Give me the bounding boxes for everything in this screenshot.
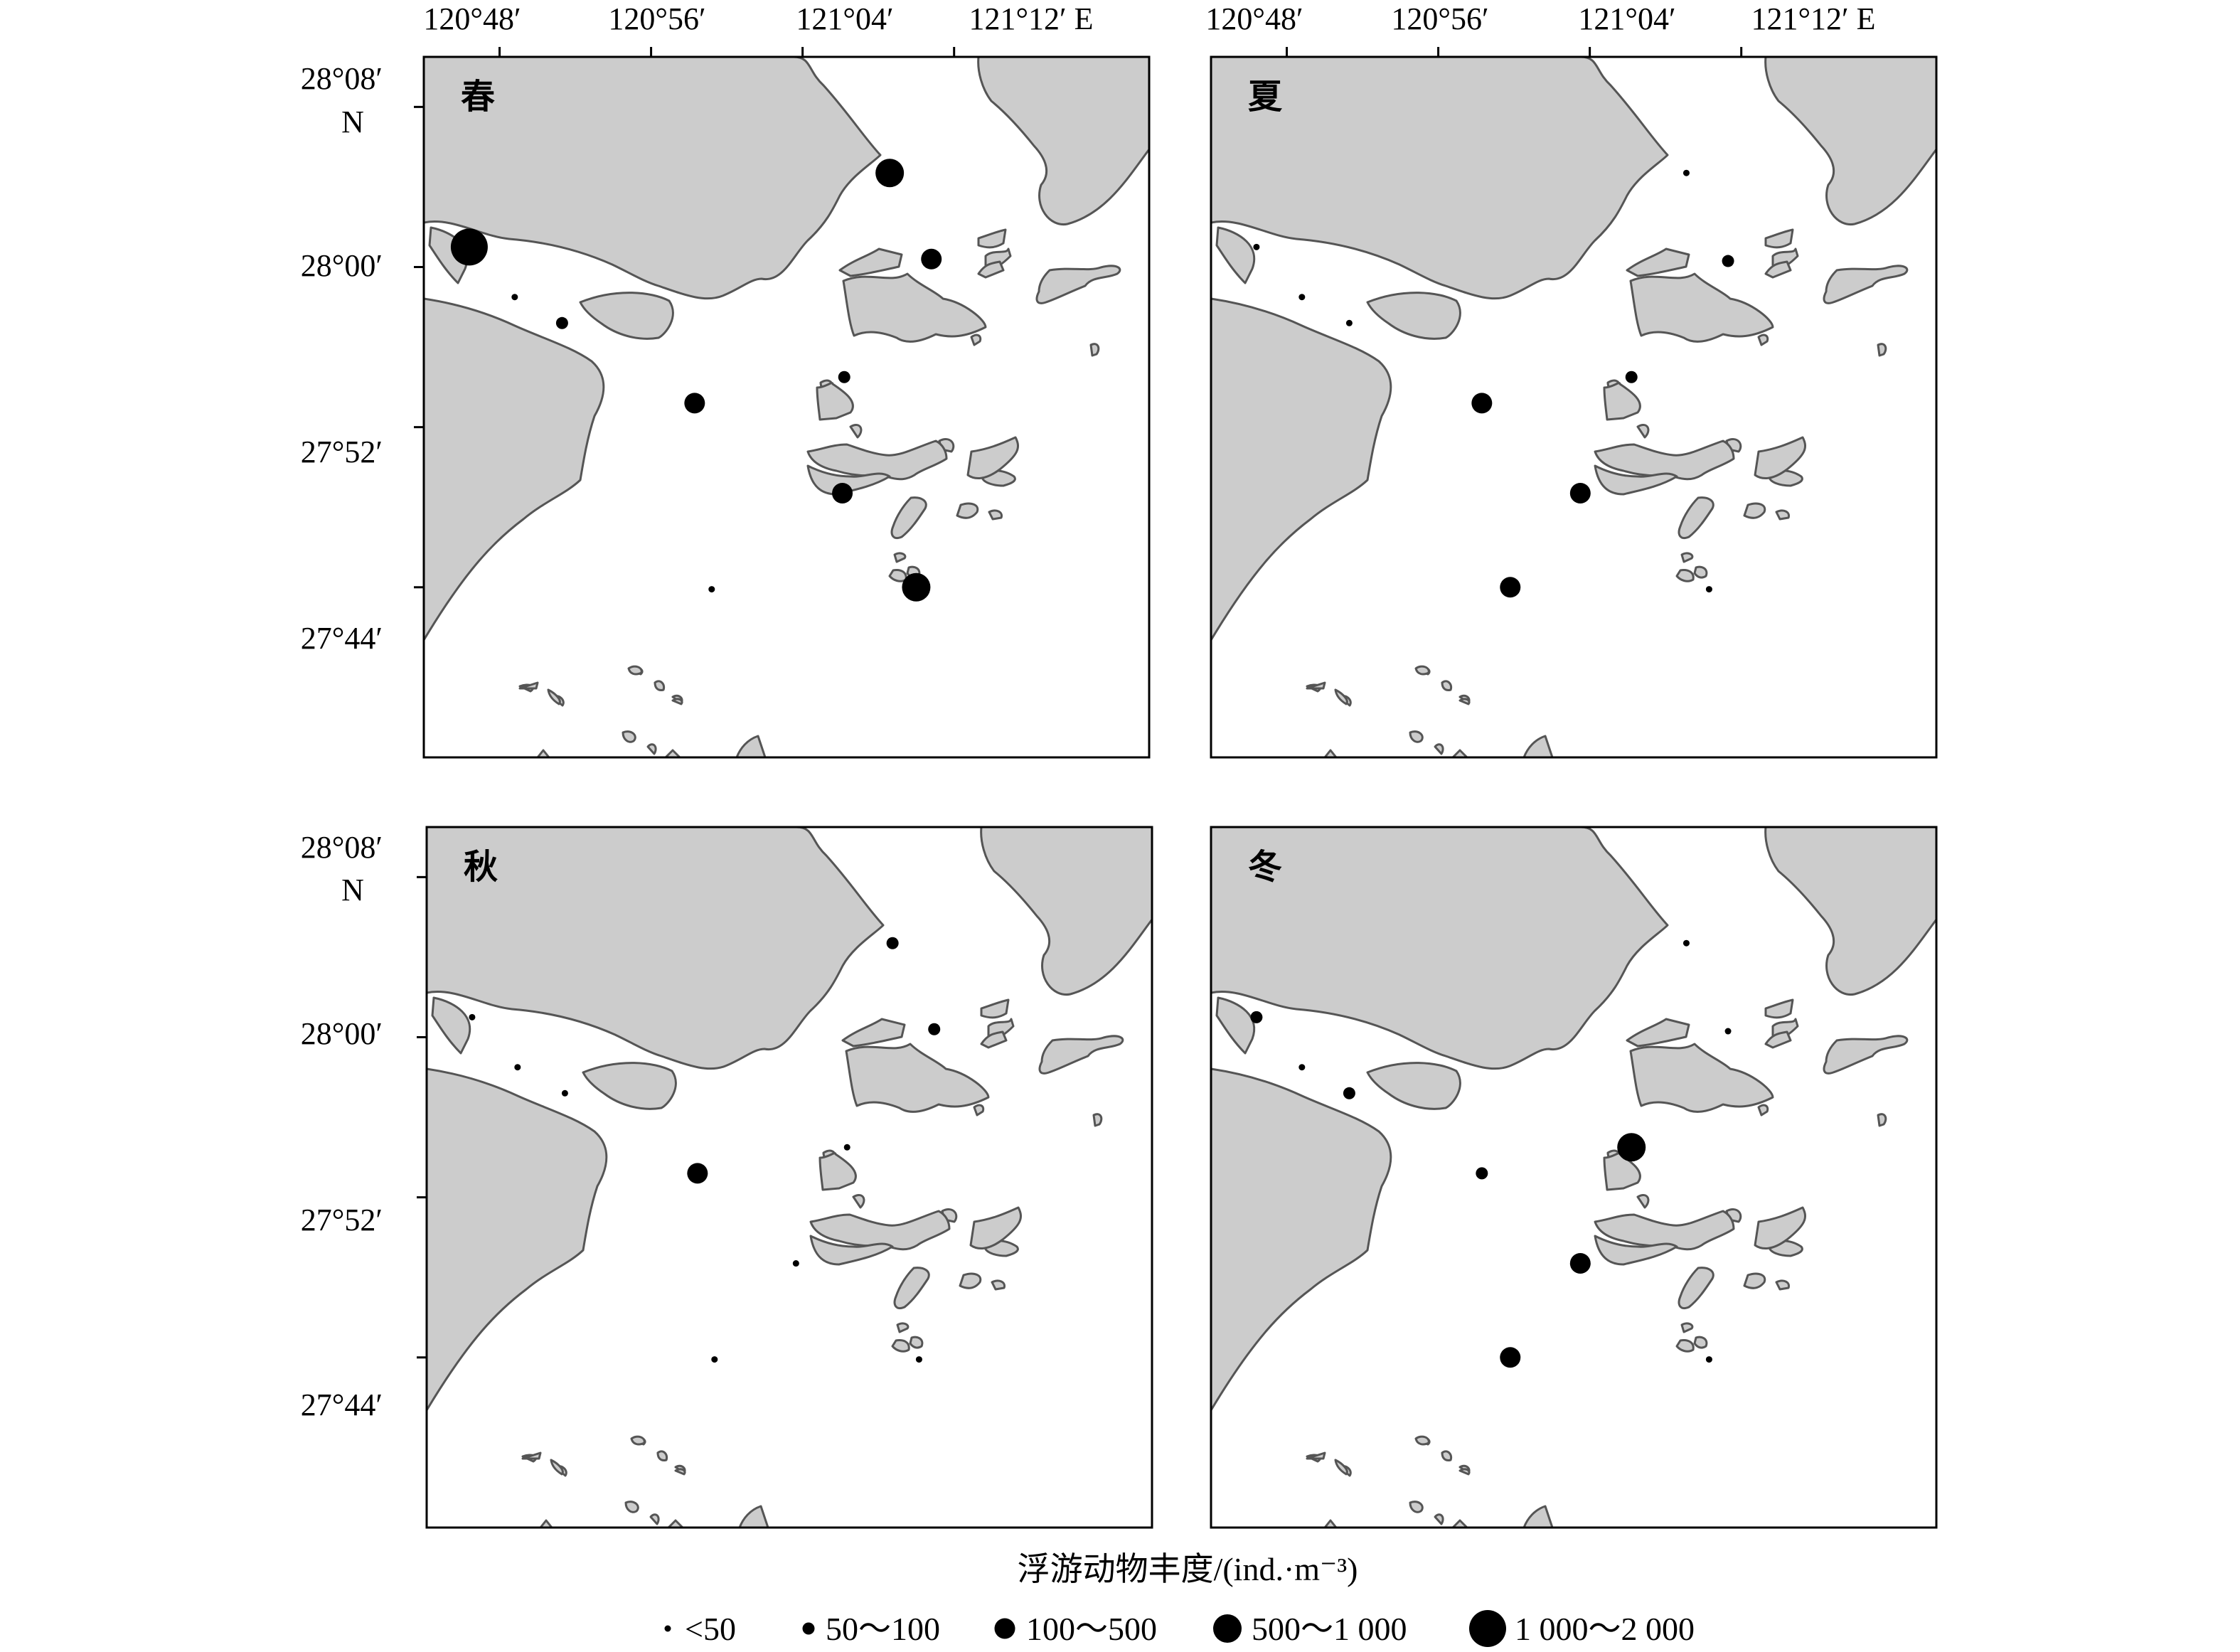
station-marker [511, 294, 518, 301]
abundance-legend: 浮游动物丰度/(ind.·m⁻³) <50 50～100 100～500 500～1 … [664, 1551, 1695, 1647]
station-marker [1569, 483, 1591, 504]
season-panels: 春 夏秋 冬 [414, 47, 1938, 1529]
lat-tick-label: 27°52′ [301, 435, 383, 469]
lon-tick-label: 121°12′ E [1751, 1, 1875, 36]
legend-label: 100～500 [1026, 1611, 1157, 1647]
station-marker [555, 316, 568, 329]
station-marker [1682, 939, 1690, 947]
panel-frame [1210, 826, 1938, 1529]
station-marker [902, 572, 931, 602]
station-marker [1298, 1064, 1306, 1071]
season-label: 秋 [464, 847, 498, 887]
station-marker [708, 586, 715, 593]
legend-item: 500～1 000 [1213, 1611, 1407, 1647]
coastline [1211, 57, 1936, 757]
season-label: 夏 [1248, 77, 1283, 117]
station-marker [886, 937, 899, 949]
season-panel: 夏 [1210, 47, 1938, 759]
lat-tick-label: 28°00′ [301, 1016, 383, 1051]
station-marker [1250, 1011, 1263, 1023]
legend-item: 100～500 [994, 1611, 1157, 1647]
lat-hemisphere-label: N [341, 873, 364, 907]
legend-item: 1 000～2 000 [1469, 1610, 1695, 1647]
legend-label: <50 [685, 1611, 736, 1647]
panel-frame [422, 55, 1151, 759]
latitude-axis: 28°08′ N 28°00′ 27°52′ 27°44′ 28°08′ N 2… [301, 61, 383, 1422]
station-marker [1500, 577, 1521, 598]
station-marker [1569, 1253, 1591, 1274]
station-marker [1253, 243, 1260, 250]
season-panel: 秋 [417, 826, 1153, 1529]
station-marker [1345, 319, 1353, 326]
station-marker [1500, 1347, 1521, 1368]
lon-tick-label: 121°04′ [796, 1, 893, 36]
lon-tick-label: 121°12′ E [969, 1, 1093, 36]
panel-frame [1210, 55, 1938, 759]
station-marker [684, 393, 705, 414]
station-marker [875, 159, 905, 188]
coastline [1211, 827, 1936, 1528]
lat-tick-label: 27°52′ [301, 1203, 383, 1237]
station-marker [915, 1356, 922, 1363]
station-marker [1471, 393, 1493, 414]
station-marker [843, 1144, 850, 1151]
legend-symbol [802, 1622, 815, 1635]
coastline [424, 57, 1149, 757]
lon-tick-label: 120°48′ [423, 1, 521, 36]
coastline [427, 827, 1152, 1528]
station-marker [1724, 1028, 1732, 1035]
lat-tick-label: 28°08′ [301, 830, 383, 865]
legend-item: 50～100 [802, 1611, 940, 1647]
legend-symbol [664, 1625, 671, 1632]
station-marker [469, 1013, 476, 1020]
station-marker [1343, 1087, 1355, 1099]
season-panel: 冬 [1210, 826, 1938, 1529]
station-marker [687, 1163, 708, 1184]
station-marker [921, 248, 942, 270]
lon-tick-label: 120°56′ [1391, 1, 1488, 36]
station-marker [1705, 586, 1712, 593]
lat-tick-label: 27°44′ [301, 621, 383, 656]
station-marker [1682, 169, 1690, 176]
legend-symbol [1469, 1610, 1506, 1647]
station-marker [1722, 255, 1734, 267]
station-marker [792, 1260, 799, 1267]
lat-tick-label: 27°44′ [301, 1387, 383, 1422]
station-marker [838, 371, 850, 383]
station-marker [450, 228, 488, 266]
legend-label: 1 000～2 000 [1515, 1611, 1695, 1647]
longitude-axis: 120°48′ 120°56′ 121°04′ 121°12′ E 120°48… [423, 1, 1875, 36]
station-marker [1705, 1356, 1712, 1363]
legend-label: 500～1 000 [1252, 1611, 1407, 1647]
legend-title: 浮游动物丰度/(ind.·m⁻³) [1018, 1551, 1358, 1587]
station-marker [928, 1023, 941, 1035]
season-label: 冬 [1248, 847, 1282, 887]
legend-symbol [994, 1618, 1015, 1639]
lon-tick-label: 121°04′ [1578, 1, 1675, 36]
station-marker [1617, 1133, 1646, 1162]
station-marker [514, 1064, 521, 1071]
legend-label: 50～100 [826, 1611, 940, 1647]
lat-tick-label: 28°00′ [301, 248, 383, 283]
lon-tick-label: 120°48′ [1205, 1, 1303, 36]
lat-tick-label: 28°08′ [301, 61, 383, 96]
legend-item: <50 [664, 1611, 736, 1647]
station-marker [832, 483, 853, 504]
station-marker [1476, 1167, 1488, 1180]
station-marker [1298, 294, 1306, 301]
lon-tick-label: 120°56′ [608, 1, 705, 36]
station-marker [1625, 371, 1638, 383]
panel-frame [425, 826, 1153, 1529]
lat-hemisphere-label: N [341, 105, 364, 139]
station-marker [561, 1089, 568, 1097]
station-marker [711, 1356, 718, 1363]
legend-symbol [1213, 1614, 1242, 1643]
season-label: 春 [461, 77, 495, 117]
season-panel: 春 [414, 47, 1151, 759]
